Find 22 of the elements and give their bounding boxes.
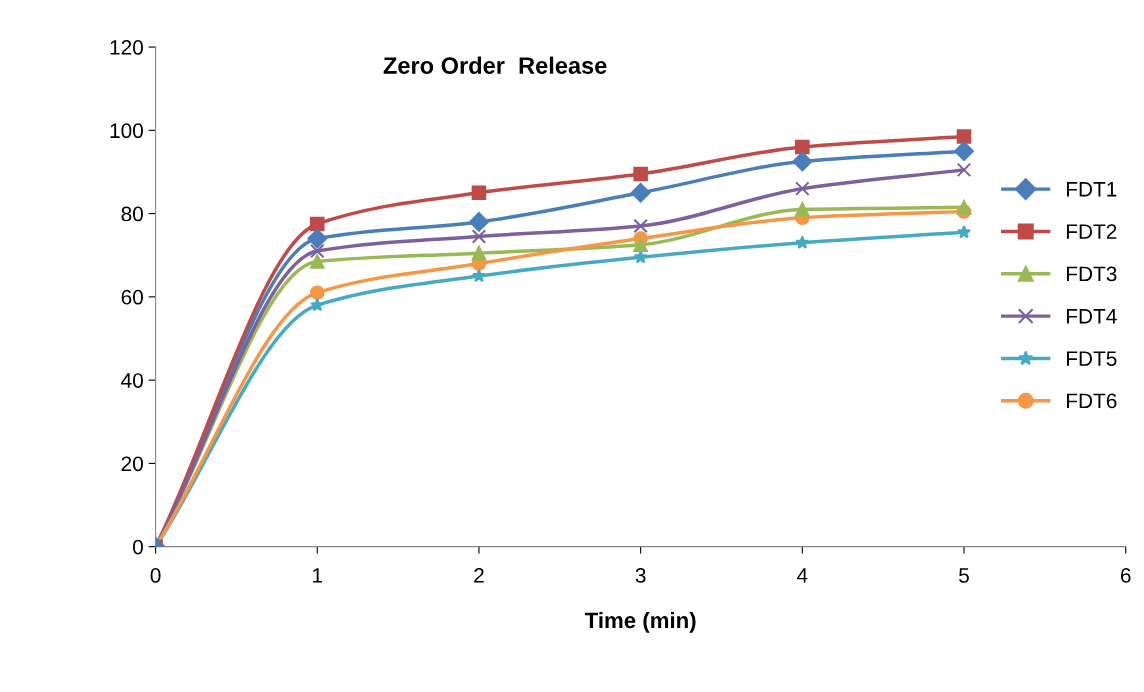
legend-label: FDT5	[1066, 351, 1117, 366]
y-tick-label: 100	[110, 123, 143, 139]
x-tick-label: 4	[797, 568, 808, 583]
y-tick-label: 60	[121, 289, 143, 305]
y-tick-label: 40	[121, 373, 143, 388]
x-tick-label: 2	[474, 568, 484, 583]
x-tick-label: 1	[313, 568, 323, 583]
y-tick-label: 120	[110, 40, 143, 55]
legend-label: FDT2	[1066, 224, 1117, 239]
legend-label: FDT6	[1066, 393, 1117, 409]
legend-label: FDT4	[1066, 309, 1117, 324]
x-tick-label: 6	[1120, 568, 1131, 583]
x-axis-title: Time (min)	[584, 611, 696, 633]
y-tick-label: 20	[121, 456, 143, 472]
legend-label: FDT3	[1066, 266, 1117, 282]
x-tick-label: 5	[959, 568, 969, 583]
chart-title: Zero Order Release	[383, 56, 607, 74]
legend-label: FDT1	[1066, 182, 1117, 197]
y-tick-label: 0	[133, 539, 143, 555]
y-tick-label: 80	[121, 206, 143, 222]
x-tick-label: 0	[150, 568, 161, 583]
x-tick-label: 3	[635, 568, 646, 583]
